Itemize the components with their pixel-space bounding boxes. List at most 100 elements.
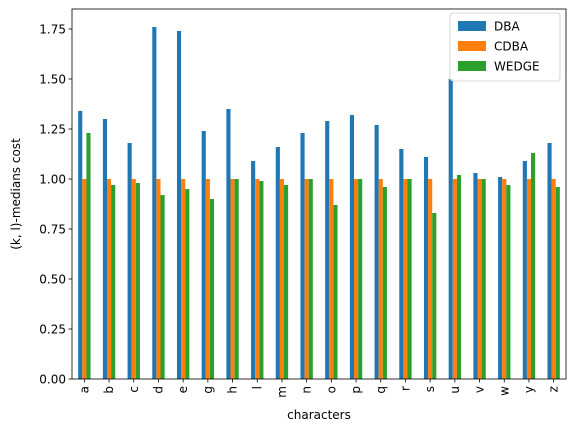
y-tick-label: 0.75: [39, 222, 66, 236]
bar-wedge-q: [382, 187, 387, 379]
x-tick-label: z: [547, 386, 561, 392]
bar-dba-q: [374, 125, 379, 379]
bar-wedge-w: [506, 185, 511, 379]
bar-cdba-u: [452, 179, 457, 379]
bar-dba-v: [473, 173, 478, 379]
bar-dba-p: [349, 115, 354, 379]
x-tick-label: e: [176, 386, 190, 393]
bar-dba-e: [176, 31, 182, 379]
y-axis-label: (k, l)-medians cost: [9, 138, 23, 250]
x-tick-label: l: [250, 386, 264, 389]
bar-cdba-c: [131, 179, 136, 379]
legend-swatch-dba: [458, 21, 486, 31]
y-tick-label: 1.50: [39, 72, 66, 86]
y-tick-label: 1.00: [39, 172, 66, 186]
y-tick-label: 0.00: [39, 372, 66, 386]
bar-dba-n: [300, 133, 305, 379]
x-tick-label: w: [497, 386, 511, 396]
plot-frame: [71, 8, 567, 380]
bar-cdba-b: [106, 179, 112, 379]
legend-label-dba: DBA: [494, 20, 520, 34]
bar-dba-h: [226, 109, 231, 379]
bar-wedge-m: [284, 185, 289, 379]
bar-dba-s: [423, 157, 429, 379]
x-tick-label: g: [201, 386, 215, 394]
x-tick-label: r: [398, 386, 412, 391]
bar-dba-w: [498, 177, 503, 379]
bar-cdba-r: [403, 179, 408, 379]
bar-dba-c: [127, 143, 132, 379]
bar-dba-o: [325, 121, 330, 379]
bar-cdba-d: [156, 179, 161, 379]
bar-cdba-a: [82, 179, 87, 379]
bar-wedge-e: [185, 189, 190, 379]
x-tick-label: o: [324, 386, 338, 393]
x-tick-label: n: [300, 386, 314, 394]
bar-wedge-l: [259, 181, 264, 379]
x-tick-label: s: [423, 386, 437, 392]
bar-cdba-s: [428, 179, 433, 379]
bar-cdba-o: [329, 179, 334, 379]
bar-cdba-h: [230, 179, 235, 379]
bar-dba-u: [448, 79, 453, 379]
bar-wedge-z: [555, 187, 560, 379]
bar-dba-d: [152, 27, 157, 379]
bar-cdba-v: [477, 179, 482, 379]
bar-wedge-v: [481, 179, 486, 379]
y-tick-label: 0.50: [39, 272, 66, 286]
legend-label-wedge: WEDGE: [494, 60, 540, 74]
bar-dba-r: [399, 149, 404, 379]
bar-wedge-h: [234, 179, 239, 379]
bar-cdba-e: [181, 179, 186, 379]
x-tick-label: h: [226, 386, 240, 394]
bar-dba-l: [251, 161, 256, 379]
bar-wedge-r: [407, 179, 412, 379]
x-tick-label: b: [102, 386, 116, 394]
y-axis: 0.00 0.25 0.50 0.75 1.00 1.25 1.50 1.75: [39, 22, 72, 386]
bars-group: [78, 27, 560, 379]
y-tick-label: 1.75: [39, 22, 66, 36]
bar-cdba-q: [378, 179, 383, 379]
x-axis-label: characters: [287, 408, 351, 422]
y-tick-label: 0.25: [39, 322, 66, 336]
bar-wedge-c: [135, 183, 140, 379]
bar-wedge-b: [111, 185, 116, 379]
bar-wedge-y: [531, 153, 536, 379]
bar-wedge-g: [209, 199, 215, 379]
x-tick-label: m: [275, 386, 289, 398]
y-tick-label: 1.25: [39, 122, 66, 136]
bar-wedge-a: [86, 133, 91, 379]
x-tick-label: d: [151, 386, 165, 394]
legend-swatch-cdba: [458, 41, 486, 51]
bar-cdba-z: [551, 179, 556, 379]
x-tick-label: y: [522, 386, 536, 393]
bar-wedge-p: [358, 179, 363, 379]
x-tick-label: u: [448, 386, 462, 394]
x-tick-label: q: [374, 386, 388, 394]
bar-wedge-o: [333, 205, 338, 379]
bar-wedge-d: [160, 195, 165, 379]
x-tick-label: a: [77, 386, 91, 393]
x-tick-label: c: [127, 386, 141, 393]
bar-wedge-n: [308, 179, 313, 379]
bar-wedge-u: [456, 175, 462, 379]
bar-cdba-y: [526, 179, 532, 379]
x-tick-label: p: [349, 386, 363, 394]
legend-label-cdba: CDBA: [494, 40, 529, 54]
bar-dba-y: [522, 161, 527, 379]
legend-swatch-wedge: [458, 61, 486, 71]
bar-cdba-p: [353, 179, 359, 379]
legend: DBA CDBA WEDGE: [449, 12, 561, 82]
x-tick-label: v: [473, 386, 487, 393]
bar-cdba-n: [304, 179, 309, 379]
bar-cdba-g: [205, 179, 210, 379]
bar-dba-b: [102, 119, 107, 379]
bar-dba-z: [547, 143, 552, 379]
bar-dba-a: [78, 111, 83, 379]
bar-cdba-l: [255, 179, 260, 379]
bar-wedge-s: [432, 213, 437, 379]
bar-cdba-w: [502, 179, 507, 379]
bar-dba-g: [201, 131, 206, 379]
